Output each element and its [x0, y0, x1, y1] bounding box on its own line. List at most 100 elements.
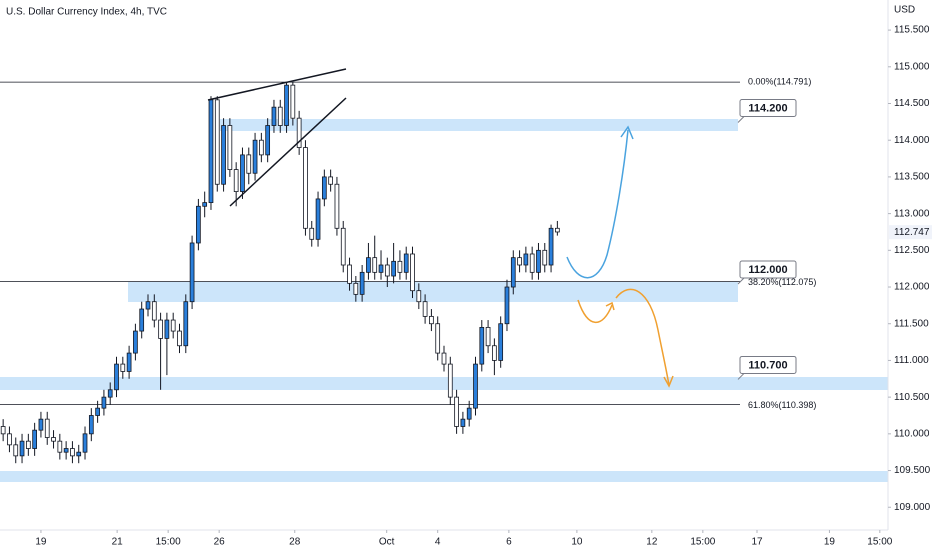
x-tick-label: 28: [289, 537, 301, 548]
x-tick-label: 17: [751, 537, 763, 548]
x-tick-label: 21: [112, 537, 124, 548]
candle-body: [227, 125, 233, 170]
candle-body: [378, 264, 384, 273]
candle-body: [246, 154, 252, 174]
candle-body: [523, 253, 529, 266]
candle-body: [466, 407, 472, 420]
axes: 109.000 109.500 110.000 110.500 111.000 111.5…: [35, 25, 932, 548]
candle-body: [76, 451, 82, 457]
candle-body: [25, 440, 31, 449]
fib-label: 61.80%(110.398): [748, 400, 816, 410]
callout-box: [739, 99, 797, 118]
y-tick-label: 114.500: [894, 98, 930, 109]
candle-body: [70, 448, 75, 457]
x-tick-label: 4: [435, 537, 441, 548]
candle-body: [32, 429, 37, 449]
y-tick-label: 109.000: [894, 502, 931, 513]
candle-body: [277, 106, 283, 126]
candle-body: [120, 363, 126, 372]
candle-body: [416, 290, 422, 303]
y-axis-label: USD: [894, 5, 915, 16]
candle-body: [151, 301, 157, 321]
candle-body: [19, 440, 25, 457]
candle-body: [164, 319, 170, 339]
candle-body: [13, 444, 19, 457]
candle-body: [88, 415, 94, 435]
y-tick-label: 112.000: [894, 282, 930, 293]
y-tick-label: 110.500: [894, 392, 930, 403]
candle-body: [366, 257, 371, 273]
callout-label: 114.200: [748, 102, 787, 114]
candle-body: [0, 426, 6, 435]
x-tick-label: 6: [506, 537, 512, 548]
candle-body: [196, 205, 201, 244]
candle-body: [107, 389, 113, 398]
candle-body: [95, 407, 100, 416]
candle-body: [114, 363, 119, 391]
candle-body: [233, 169, 239, 192]
candle-body: [529, 253, 535, 273]
y-tick-label: 113.500: [894, 172, 930, 183]
candle-body: [542, 249, 548, 266]
candle-body: [372, 257, 378, 273]
candle-body: [214, 99, 220, 185]
candle-body: [504, 286, 510, 325]
candle-body: [101, 396, 107, 409]
candle-body: [158, 319, 163, 339]
candle-body: [555, 227, 560, 233]
candle-body: [397, 260, 403, 273]
candle-body: [403, 253, 409, 273]
candle-body: [202, 202, 208, 207]
callouts: 114.200 112.000 110.700: [737, 99, 797, 380]
candle-body: [38, 418, 44, 431]
candles: [0, 82, 560, 464]
projection-arrow: [577, 299, 613, 324]
candle-body: [189, 242, 195, 303]
callout-box: [739, 260, 797, 279]
candle-body: [296, 117, 302, 148]
candle-body: [510, 257, 516, 288]
y-tick-label: 114.000: [894, 135, 930, 146]
x-tick-label: 26: [214, 537, 226, 548]
candle-body: [252, 139, 258, 174]
x-tick-label: 12: [646, 537, 658, 548]
fib-label: 0.00%(114.791): [748, 77, 811, 87]
candle-body: [359, 271, 365, 295]
candle-body: [208, 99, 214, 204]
candle-body: [145, 301, 151, 310]
y-tick-label: 115.500: [894, 25, 930, 36]
y-tick-label: 109.500: [894, 465, 931, 476]
x-tick-label: 15:00: [690, 537, 715, 548]
candle-body: [498, 323, 504, 361]
candle-body: [259, 139, 264, 156]
candle-body: [139, 308, 145, 332]
candle-body: [422, 301, 428, 317]
y-tick-label: 115.000: [894, 61, 930, 72]
candle-body: [548, 227, 554, 266]
candle-body: [303, 147, 308, 229]
candle-body: [353, 282, 359, 295]
y-tick-label: 111.500: [894, 318, 929, 329]
candle-body: [447, 363, 453, 398]
arrow-head: [620, 125, 634, 140]
candle-body: [51, 437, 56, 442]
arrow-head: [663, 375, 674, 388]
candle-body: [63, 448, 69, 453]
candle-body: [7, 433, 12, 446]
zone: [220, 119, 738, 131]
candle-body: [435, 323, 441, 354]
candle-body: [328, 176, 333, 185]
x-tick-label: 15:00: [867, 537, 892, 548]
x-tick-label: 19: [824, 537, 836, 548]
candle-body: [473, 363, 478, 409]
arrow-head: [605, 301, 615, 311]
candle-body: [133, 330, 138, 354]
candle-body: [391, 260, 396, 277]
candle-body: [441, 352, 447, 365]
candle-body: [460, 418, 466, 427]
candle-body: [410, 253, 415, 292]
candle-body: [177, 330, 182, 347]
projection-arrow: [566, 129, 629, 279]
trend-line: [229, 97, 347, 207]
